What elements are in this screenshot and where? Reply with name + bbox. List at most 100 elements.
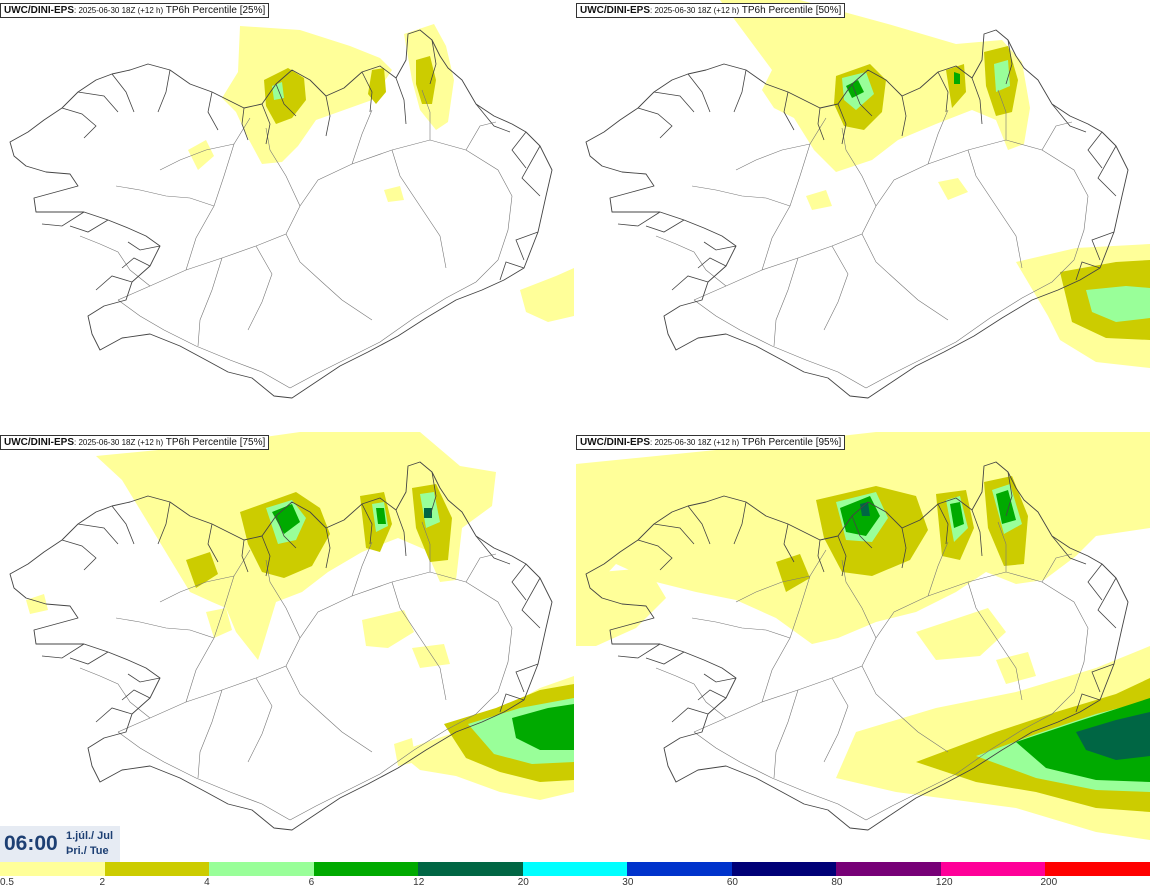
fjord-line (1005, 39, 1013, 85)
legend-swatch (522, 862, 628, 876)
road-line (465, 121, 497, 151)
precip-area (938, 178, 968, 200)
precipitation-map (576, 432, 1150, 862)
valid-clock: 06:00 (4, 832, 58, 855)
legend-swatch (731, 862, 837, 876)
legend-tick-label: 30 (622, 877, 634, 888)
road-line (265, 127, 301, 207)
fjord-line (111, 505, 135, 545)
road-line (967, 581, 1023, 701)
road-line (997, 521, 1007, 572)
fjord-line (325, 527, 331, 569)
precipitation-map (576, 0, 1150, 430)
fjord-line (617, 211, 661, 227)
fjord-line (1087, 131, 1103, 169)
fjord-line (275, 515, 297, 549)
fjord-line (637, 539, 673, 571)
precip-area (272, 504, 300, 534)
fjord-line (261, 103, 271, 145)
road-line (185, 117, 251, 271)
road-line (861, 233, 949, 321)
fjord-line (157, 501, 171, 545)
road-line (655, 667, 727, 719)
road-line (79, 667, 151, 719)
road-line (197, 257, 223, 347)
fjord-line (901, 527, 907, 569)
road-line (117, 299, 291, 389)
fjord-line (127, 673, 161, 683)
fjord-line (653, 91, 695, 113)
road-line (773, 257, 799, 347)
model-name: UWC/DINI-EPS (580, 437, 650, 448)
fjord-line (971, 77, 983, 125)
precip-area (946, 64, 966, 108)
fjord-line (851, 83, 873, 117)
legend-swatch (1045, 862, 1150, 876)
product-name: TP6h Percentile [95%] (739, 437, 842, 448)
road-line (823, 677, 849, 763)
road-line (159, 143, 235, 171)
fjord-line (937, 503, 949, 545)
run-info: : 2025-06-30 18Z (+12 h) (74, 438, 164, 447)
legend-tick-label: 4 (204, 877, 210, 888)
fjord-line (395, 77, 407, 125)
fjord-line (41, 643, 85, 659)
road-line (735, 575, 811, 603)
model-name: UWC/DINI-EPS (4, 5, 74, 16)
precipitation-map (0, 0, 574, 430)
map-panel-p25: UWC/DINI-EPS: 2025-06-30 18Z (+12 h) TP6… (0, 0, 574, 430)
fjord-line (1097, 145, 1117, 197)
road-line (391, 581, 447, 701)
precip-area (1076, 712, 1150, 760)
road-line (691, 185, 791, 207)
fjord-line (817, 539, 825, 573)
road-line (997, 89, 1007, 140)
fjord-line (637, 107, 673, 139)
fjord-line (511, 563, 527, 601)
product-name: TP6h Percentile [25%] (163, 5, 266, 16)
fjord-line (697, 257, 727, 269)
fjord-line (95, 707, 133, 723)
fjord-line (645, 219, 685, 233)
fjord-line (69, 219, 109, 233)
map-panel-p75: UWC/DINI-EPS: 2025-06-30 18Z (+12 h) TP6… (0, 432, 574, 862)
precip-area (186, 552, 218, 588)
fjord-line (429, 39, 437, 85)
valid-date-line1: 1.júl./ Jul (66, 830, 114, 842)
road-line (927, 109, 949, 165)
road-line (761, 117, 827, 271)
fjord-line (703, 673, 737, 683)
road-line (117, 731, 291, 821)
fjord-line (783, 91, 795, 131)
legend-swatch (940, 862, 1046, 876)
fjord-line (733, 501, 747, 545)
fjord-line (325, 95, 331, 137)
fjord-line (783, 523, 795, 563)
legend-swatch (627, 862, 733, 876)
road-line (761, 549, 827, 703)
fjord-line (1075, 261, 1101, 281)
legend-tick-label: 0.5 (0, 877, 14, 888)
road-line (841, 127, 877, 207)
road-line (691, 617, 791, 639)
fjord-line (687, 73, 711, 113)
precip-legend: 0.5 2 4 6 12 20 30 60 80 120 200 (0, 862, 1150, 891)
road-line (247, 245, 273, 331)
legend-swatch (0, 862, 106, 876)
road-line (159, 575, 235, 603)
road-line (773, 689, 799, 779)
fjord-line (1091, 231, 1115, 261)
fjord-line (521, 145, 541, 197)
fjord-line (69, 651, 109, 665)
fjord-line (61, 539, 97, 571)
fjord-line (515, 231, 539, 261)
legend-swatch (836, 862, 942, 876)
road-line (285, 233, 373, 321)
product-name: TP6h Percentile [75%] (163, 437, 266, 448)
fjord-line (275, 83, 297, 117)
fjord-line (429, 471, 437, 517)
legend-tick-label: 12 (413, 877, 425, 888)
model-name: UWC/DINI-EPS (4, 437, 74, 448)
precip-area (188, 140, 214, 170)
fjord-line (851, 515, 873, 549)
